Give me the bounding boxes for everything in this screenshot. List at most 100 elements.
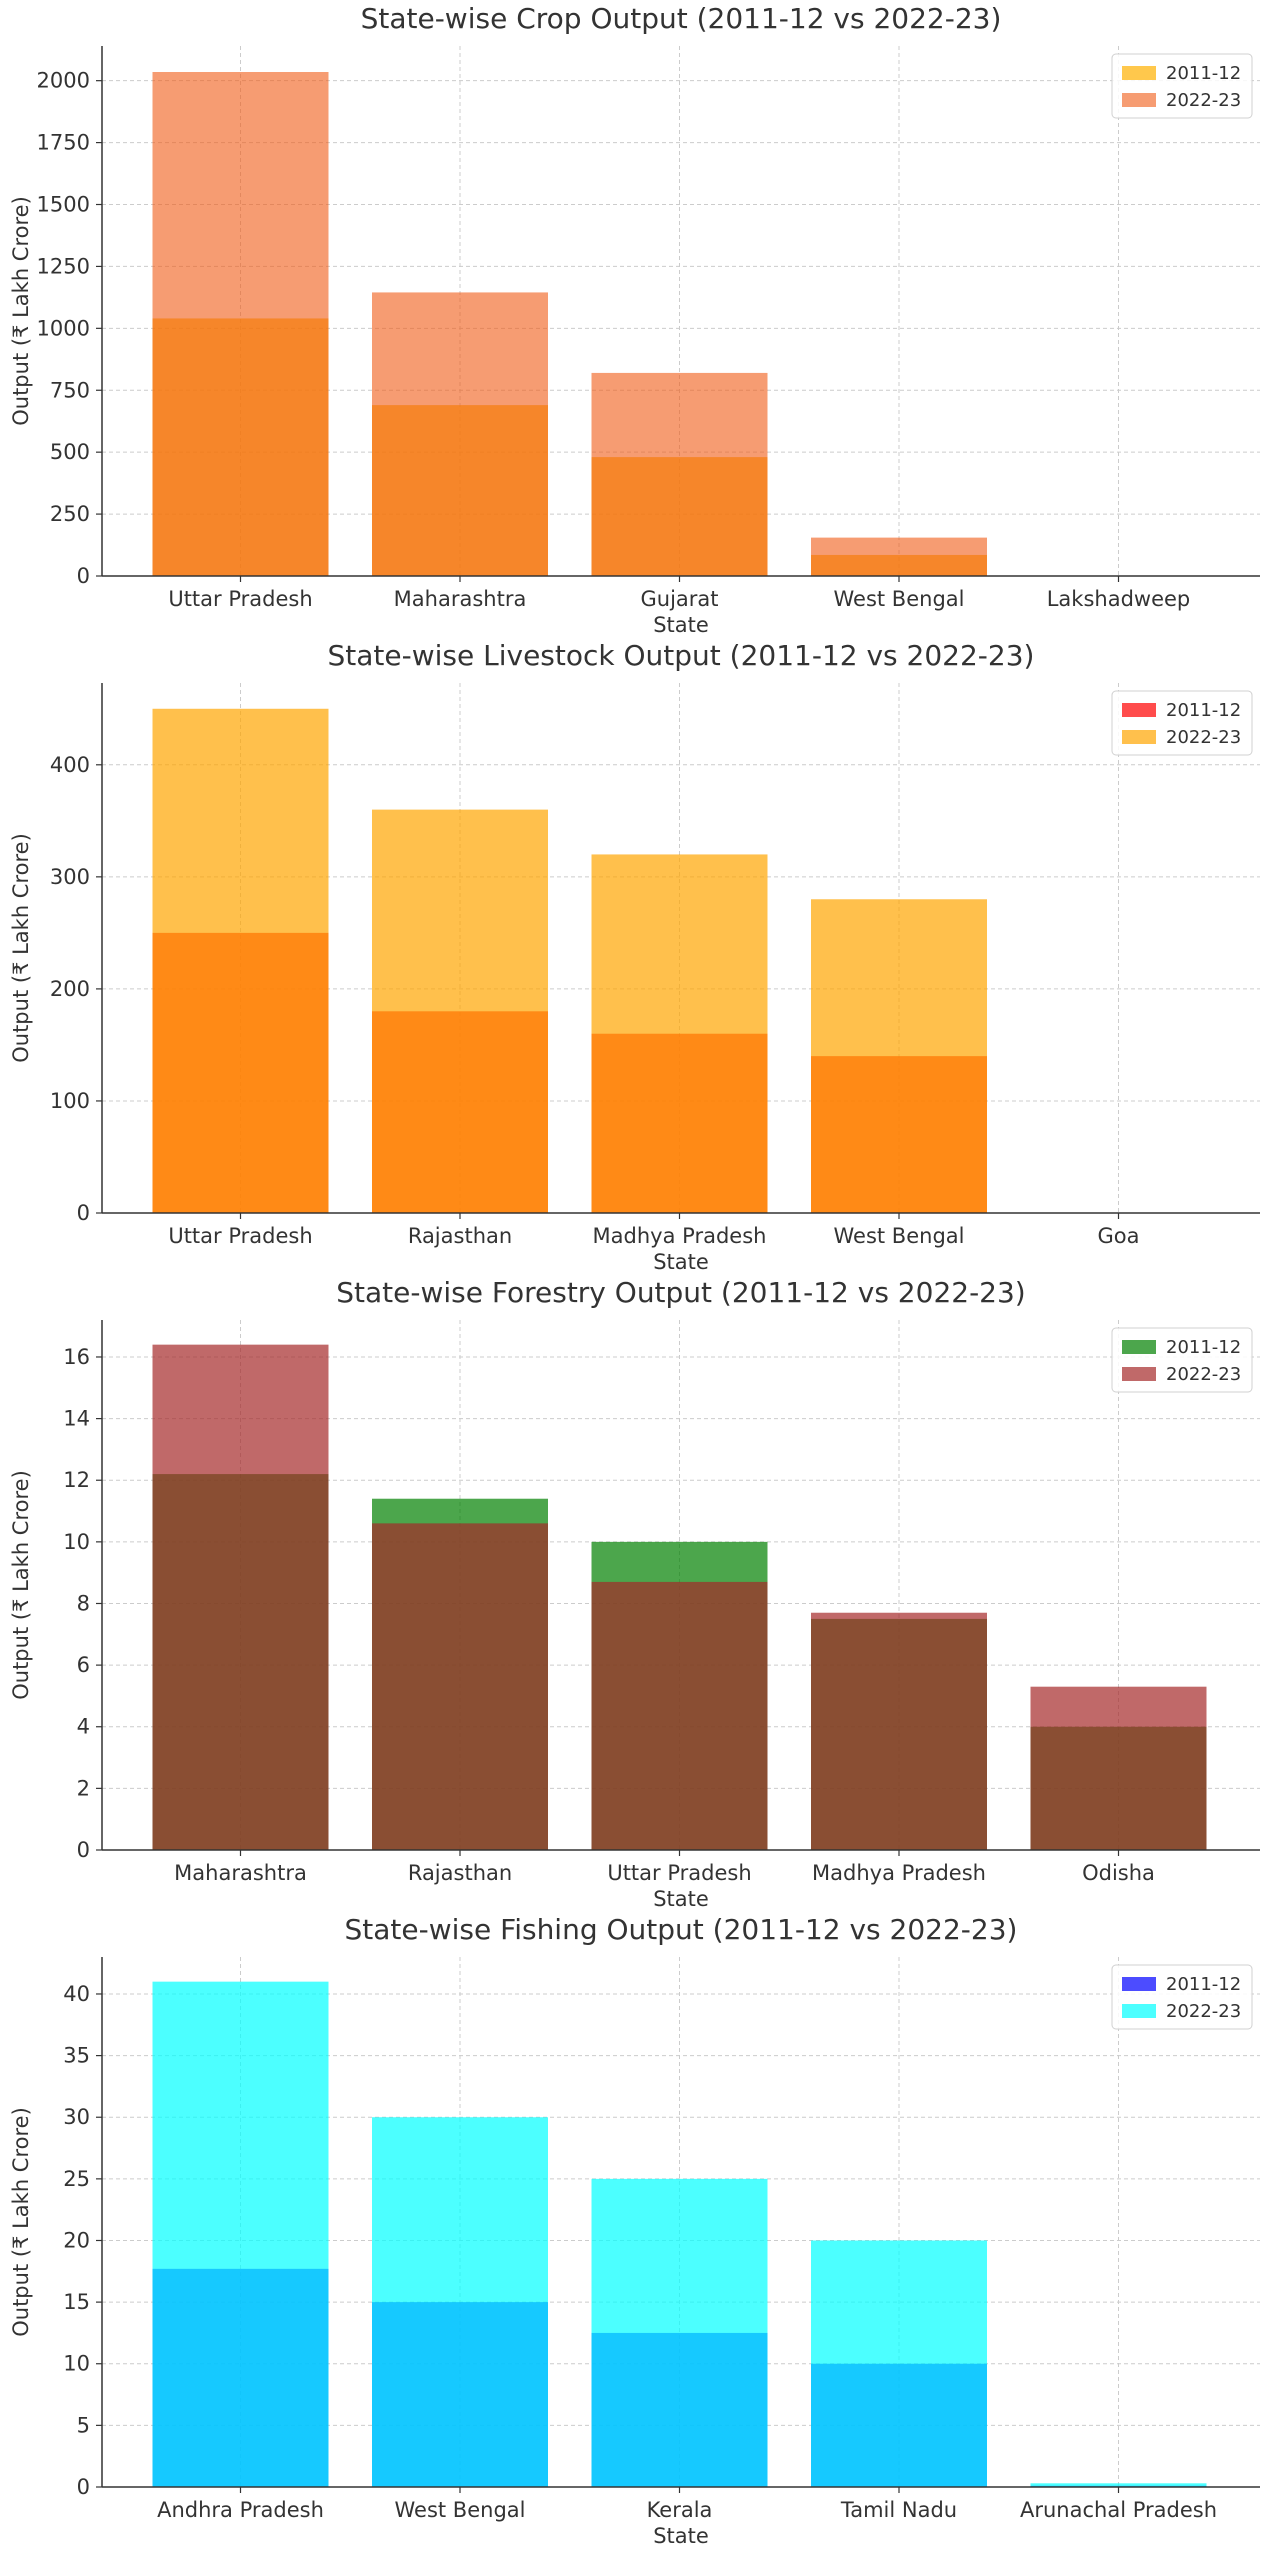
y-tick-label: 40 [63, 1982, 90, 2006]
x-tick-label: Andhra Pradesh [157, 2498, 324, 2522]
legend-swatch-2011-12 [1122, 703, 1156, 717]
x-tick-label: West Bengal [395, 2498, 526, 2522]
x-tick-label: Rajasthan [408, 1224, 512, 1248]
y-tick-label: 300 [50, 865, 90, 889]
legend-label: 2011-12 [1166, 1974, 1241, 1995]
y-axis-label: Output (₹ Lakh Crore) [9, 196, 33, 426]
bar-2022-23-madhya-pradesh [591, 854, 768, 1213]
bar-2022-23-rajasthan [372, 1523, 548, 1850]
x-tick-label: Uttar Pradesh [168, 1224, 312, 1248]
x-tick-label: Madhya Pradesh [812, 1861, 986, 1885]
x-axis-label: State [653, 613, 709, 637]
x-tick-label: Uttar Pradesh [607, 1861, 751, 1885]
x-tick-label: Maharashtra [394, 587, 527, 611]
legend-label: 2022-23 [1166, 1364, 1241, 1385]
bar-2022-23-gujarat [591, 372, 768, 576]
y-tick-label: 30 [63, 2105, 90, 2129]
y-tick-label: 35 [63, 2044, 90, 2068]
x-axis-label: State [653, 2524, 709, 2548]
y-tick-label: 15 [63, 2290, 90, 2314]
legend: 2011-12 2022-23 [1111, 53, 1253, 119]
bar-2022-23-uttar-pradesh [152, 72, 329, 576]
y-tick-label: 2 [77, 1776, 90, 1800]
chart-title: State-wise Livestock Output (2011-12 vs … [328, 639, 1035, 672]
x-tick-label: Odisha [1082, 1861, 1155, 1885]
legend: 2011-12 2022-23 [1111, 690, 1253, 756]
y-tick-label: 500 [50, 440, 90, 464]
chart-title: State-wise Crop Output (2011-12 vs 2022-… [361, 2, 1002, 35]
x-axis-label: State [653, 1250, 709, 1274]
x-tick-label: Madhya Pradesh [593, 1224, 767, 1248]
bar-2022-23-west-bengal [811, 899, 987, 1213]
bar-2022-23-arunachal-pradesh [1030, 2483, 1207, 2487]
bar-2022-23-kerala [591, 2178, 768, 2487]
y-tick-label: 12 [63, 1468, 90, 1492]
y-tick-label: 1250 [37, 254, 90, 278]
legend-label: 2011-12 [1166, 1337, 1241, 1358]
x-tick-label: West Bengal [834, 587, 965, 611]
legend-label: 2011-12 [1166, 700, 1241, 721]
legend-label: 2022-23 [1166, 2001, 1241, 2022]
y-tick-label: 1000 [37, 316, 90, 340]
bar-2022-23-rajasthan [372, 809, 548, 1213]
x-tick-label: Rajasthan [408, 1861, 512, 1885]
x-tick-label: Tamil Nadu [840, 2498, 957, 2522]
bar-2022-23-madhya-pradesh [811, 1612, 987, 1850]
bar-2022-23-maharashtra [152, 1344, 329, 1850]
y-tick-label: 16 [63, 1345, 90, 1369]
x-tick-label: West Bengal [834, 1224, 965, 1248]
x-tick-label: Lakshadweep [1047, 587, 1191, 611]
y-tick-label: 1500 [37, 193, 90, 217]
y-tick-label: 4 [77, 1715, 90, 1739]
chart-panel-3: State-wise Fishing Output (2011-12 vs 20… [9, 1913, 1260, 2548]
legend-swatch-2011-12 [1122, 66, 1156, 80]
y-tick-label: 6 [77, 1653, 90, 1677]
legend-swatch-2011-12 [1122, 1977, 1156, 1991]
y-tick-label: 2000 [37, 69, 90, 93]
y-tick-label: 0 [77, 2475, 90, 2499]
chart-panel-1: State-wise Livestock Output (2011-12 vs … [9, 639, 1260, 1274]
bar-2022-23-andhra-pradesh [152, 1981, 329, 2487]
legend-swatch-2022-23 [1122, 730, 1156, 744]
y-tick-label: 1750 [37, 131, 90, 155]
y-tick-label: 14 [63, 1407, 90, 1431]
x-axis-label: State [653, 1887, 709, 1911]
y-axis-label: Output (₹ Lakh Crore) [9, 2107, 33, 2337]
chart-title: State-wise Fishing Output (2011-12 vs 20… [345, 1913, 1018, 1946]
x-tick-label: Gujarat [640, 587, 718, 611]
x-tick-label: Goa [1098, 1224, 1140, 1248]
legend: 2011-12 2022-23 [1111, 1327, 1253, 1393]
y-tick-label: 8 [77, 1591, 90, 1615]
y-tick-label: 200 [50, 977, 90, 1001]
y-tick-label: 750 [50, 378, 90, 402]
bar-2022-23-tamil-nadu [811, 2240, 987, 2487]
bar-2022-23-maharashtra [372, 292, 548, 576]
y-tick-label: 0 [77, 1838, 90, 1862]
chart-panel-0: State-wise Crop Output (2011-12 vs 2022-… [9, 2, 1260, 637]
legend-swatch-2022-23 [1122, 1367, 1156, 1381]
bar-2022-23-uttar-pradesh [591, 1581, 768, 1850]
y-tick-label: 400 [50, 753, 90, 777]
chart-title: State-wise Forestry Output (2011-12 vs 2… [336, 1276, 1025, 1309]
y-tick-label: 10 [63, 2352, 90, 2376]
y-tick-label: 0 [77, 564, 90, 588]
bar-2022-23-west-bengal [372, 2117, 548, 2487]
legend-swatch-2022-23 [1122, 93, 1156, 107]
y-tick-label: 5 [77, 2413, 90, 2437]
x-tick-label: Kerala [647, 2498, 713, 2522]
bar-2022-23-uttar-pradesh [152, 708, 329, 1213]
legend: 2011-12 2022-23 [1111, 1964, 1253, 2030]
bar-2022-23-west-bengal [811, 537, 987, 576]
x-tick-label: Uttar Pradesh [168, 587, 312, 611]
legend-label: 2022-23 [1166, 90, 1241, 111]
y-tick-label: 10 [63, 1530, 90, 1554]
legend-label: 2011-12 [1166, 63, 1241, 84]
y-tick-label: 0 [77, 1201, 90, 1225]
x-tick-label: Arunachal Pradesh [1020, 2498, 1217, 2522]
x-tick-label: Maharashtra [174, 1861, 307, 1885]
y-tick-label: 250 [50, 502, 90, 526]
chart-panel-2: State-wise Forestry Output (2011-12 vs 2… [9, 1276, 1260, 1911]
legend-swatch-2022-23 [1122, 2004, 1156, 2018]
y-tick-label: 25 [63, 2167, 90, 2191]
